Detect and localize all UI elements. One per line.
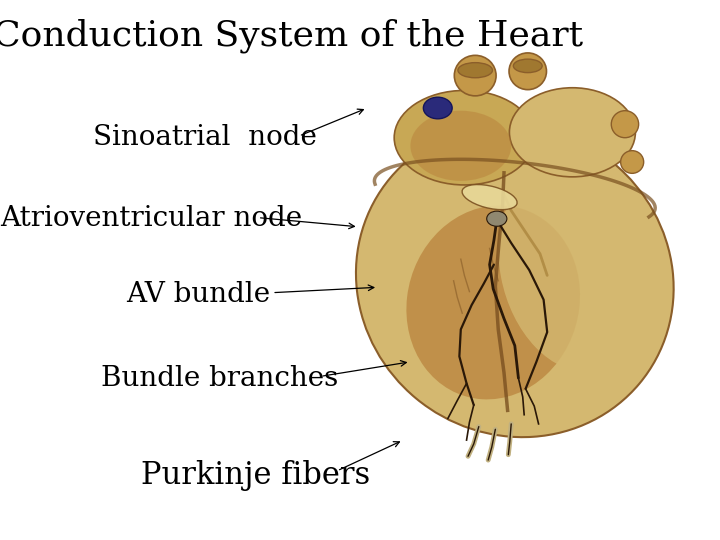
Ellipse shape	[611, 111, 639, 138]
Ellipse shape	[395, 90, 534, 185]
Circle shape	[487, 211, 507, 226]
Ellipse shape	[406, 205, 580, 400]
Text: Conduction System of the Heart: Conduction System of the Heart	[0, 19, 583, 53]
Text: AV bundle: AV bundle	[126, 281, 270, 308]
Text: Purkinje fibers: Purkinje fibers	[141, 460, 370, 491]
Ellipse shape	[410, 111, 511, 181]
Ellipse shape	[458, 63, 492, 78]
Ellipse shape	[509, 53, 546, 90]
Ellipse shape	[356, 124, 674, 437]
Ellipse shape	[621, 151, 644, 173]
Ellipse shape	[462, 185, 517, 210]
Text: Sinoatrial  node: Sinoatrial node	[94, 124, 317, 151]
Ellipse shape	[513, 59, 542, 72]
Circle shape	[423, 97, 452, 119]
Ellipse shape	[499, 168, 646, 372]
Ellipse shape	[454, 56, 496, 96]
Text: Bundle branches: Bundle branches	[101, 364, 338, 391]
Text: Atrioventricular node: Atrioventricular node	[0, 205, 302, 232]
Ellipse shape	[510, 87, 635, 177]
